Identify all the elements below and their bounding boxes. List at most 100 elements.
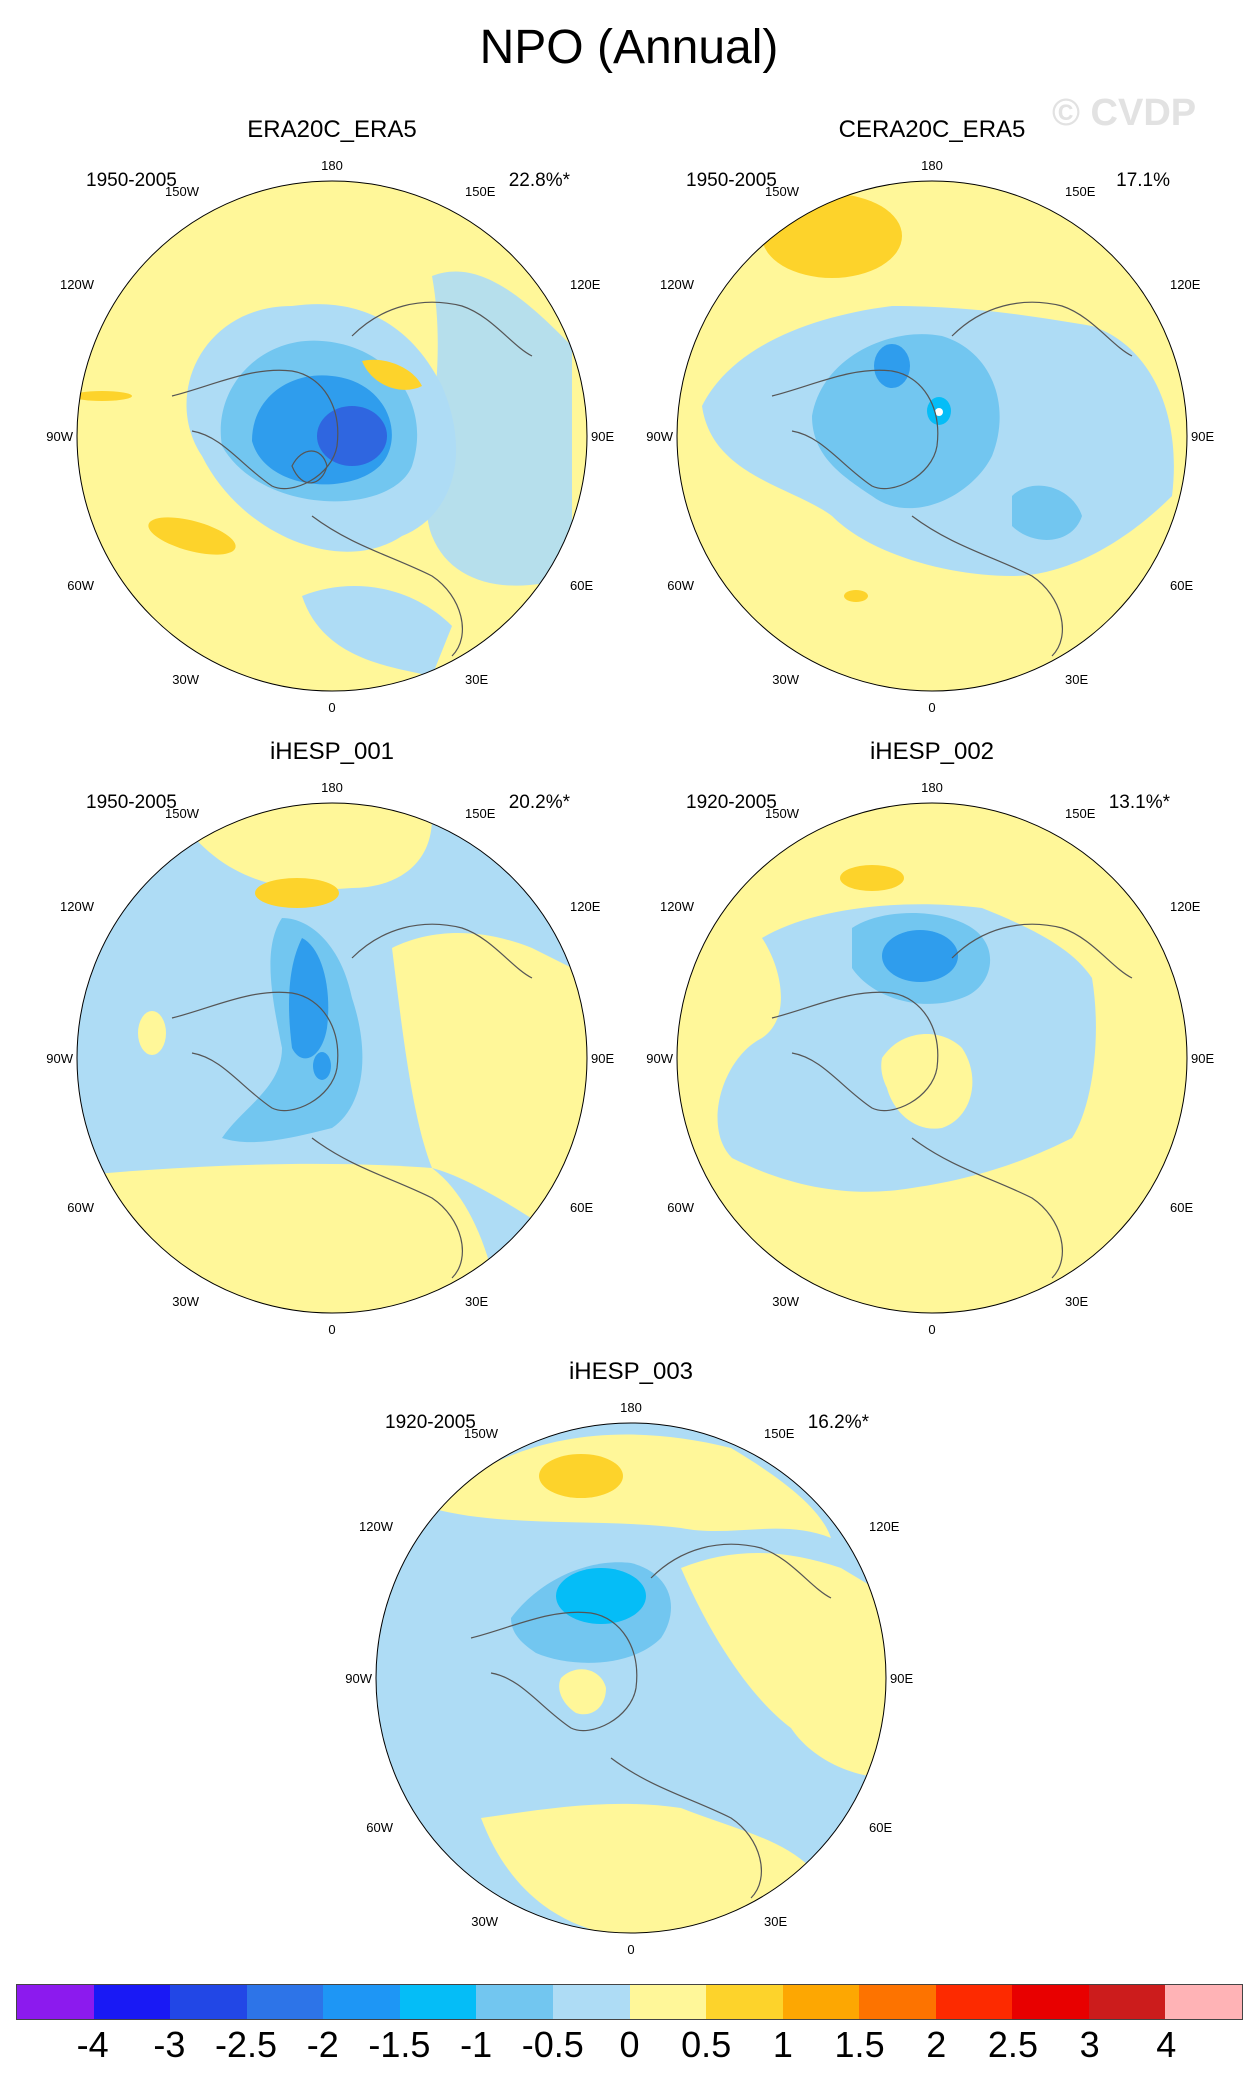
lon-label-120w: 120W [660, 899, 695, 914]
lon-label-120w: 120W [60, 899, 95, 914]
lon-label-0: 0 [627, 1942, 634, 1957]
panel-ihesp-002: iHESP_002 1920-2005 13.1%* 180 150W 150E… [646, 738, 1214, 1338]
colorbar-segment [935, 1985, 1013, 2019]
lon-label-180: 180 [321, 158, 343, 173]
colorbar-tick-label: 3 [1079, 2024, 1100, 2065]
panel-cera20c-era5: CERA20C_ERA5 1950-2005 17.1% 180 150W 15… [646, 116, 1214, 716]
polar-map: 180 150W 150E 120W 120E 90W 90E 60W 60E … [646, 158, 1214, 715]
lon-label-120e: 120E [1170, 277, 1201, 292]
colorbar-tick-label: -4 [76, 2024, 109, 2065]
colorbar-segment [170, 1985, 247, 2019]
lon-label-60e: 60E [1170, 1200, 1193, 1215]
colorbar-segment [399, 1985, 477, 2019]
lon-label-180: 180 [620, 1400, 642, 1415]
panel-percent: 17.1% [1116, 170, 1170, 191]
lon-label-90w: 90W [46, 1051, 73, 1066]
lon-label-90w: 90W [46, 429, 73, 444]
lon-label-150e: 150E [465, 184, 496, 199]
panel-era20c-era5: ERA20C_ERA5 1950-2005 22.8%* 180 150W 15… [46, 116, 614, 716]
polar-map: 180 150W 150E 120W 120E 90W 90E 60W 60E … [46, 158, 614, 715]
panel-years: 1950-2005 [86, 792, 177, 813]
lon-label-0: 0 [928, 1322, 935, 1337]
colorbar-tick-label: 0 [619, 2024, 640, 2065]
lon-label-30w: 30W [772, 1294, 799, 1309]
lon-label-150w: 150W [765, 184, 800, 199]
colorbar-segment [782, 1985, 860, 2019]
panel-percent: 13.1%* [1108, 792, 1170, 813]
colorbar-tick-label: -2 [306, 2024, 339, 2065]
colorbar-segment [17, 1985, 94, 2019]
watermark: © CVDP [1052, 92, 1197, 134]
colorbar-tick-label: 1 [772, 2024, 793, 2065]
polar-map: 180 150W 150E 120W 120E 90W 90E 60W 60E … [46, 780, 614, 1337]
colorbar-tick-label: 1.5 [834, 2024, 885, 2065]
colorbar-tick-label: 4 [1156, 2024, 1177, 2065]
panel-years: 1920-2005 [385, 1412, 476, 1433]
colorbar-tick-label: -0.5 [521, 2024, 584, 2065]
colorbar-segment [1012, 1985, 1089, 2019]
lon-label-30w: 30W [471, 1914, 498, 1929]
colorbar-tick-label: -3 [153, 2024, 186, 2065]
lon-label-90e: 90E [890, 1671, 913, 1686]
panel-ihesp-001: iHESP_001 1950-2005 20.2%* 180 150W 150E… [46, 738, 614, 1338]
figure-title: NPO (Annual) [479, 21, 779, 74]
polar-map: 180 150W 150E 120W 120E 90W 90E 60W 60E … [646, 780, 1214, 1337]
lon-label-90w: 90W [646, 1051, 673, 1066]
lon-label-120e: 120E [570, 899, 601, 914]
lon-label-30w: 30W [772, 672, 799, 687]
lon-label-150e: 150E [1065, 184, 1096, 199]
lon-label-90e: 90E [1191, 1051, 1214, 1066]
panel-ihesp-003: iHESP_003 1920-2005 16.2%* 180 150W 150E… [345, 1358, 913, 1958]
lon-label-30e: 30E [1065, 1294, 1088, 1309]
lon-label-180: 180 [321, 780, 343, 795]
lon-label-60e: 60E [570, 1200, 593, 1215]
lon-label-120w: 120W [660, 277, 695, 292]
lon-label-30e: 30E [465, 672, 488, 687]
panel-title: iHESP_003 [568, 1358, 694, 1385]
lon-label-90e: 90E [591, 1051, 614, 1066]
colorbar-segment [93, 1985, 171, 2019]
panel-title: iHESP_001 [269, 738, 395, 765]
colorbar-tick-label: -1 [460, 2024, 493, 2065]
lon-label-150w: 150W [165, 806, 200, 821]
colorbar-segment [246, 1985, 324, 2019]
panel-years: 1950-2005 [86, 170, 177, 191]
lon-label-150w: 150W [464, 1426, 499, 1441]
lon-label-120w: 120W [359, 1519, 394, 1534]
colorbar-segment [629, 1985, 707, 2019]
lon-label-0: 0 [928, 700, 935, 715]
lon-label-150w: 150W [765, 806, 800, 821]
lon-label-180: 180 [921, 780, 943, 795]
lon-label-60w: 60W [366, 1820, 393, 1835]
panel-years: 1920-2005 [686, 792, 777, 813]
lon-label-60e: 60E [570, 578, 593, 593]
lon-label-150e: 150E [764, 1426, 795, 1441]
colorbar-segment [706, 1985, 783, 2019]
lon-label-90e: 90E [1191, 429, 1214, 444]
lon-label-60e: 60E [1170, 578, 1193, 593]
lon-label-120e: 120E [1170, 899, 1201, 914]
lon-label-30e: 30E [1065, 672, 1088, 687]
lon-label-90e: 90E [591, 429, 614, 444]
colorbar-segment [1165, 1985, 1242, 2019]
panel-years: 1950-2005 [686, 170, 777, 191]
lon-label-90w: 90W [345, 1671, 372, 1686]
colorbar-segment [859, 1985, 936, 2019]
panel-title: CERA20C_ERA5 [838, 116, 1026, 143]
colorbar-tick-label: 2 [926, 2024, 947, 2065]
lon-label-150e: 150E [1065, 806, 1096, 821]
lon-label-30w: 30W [172, 1294, 199, 1309]
lon-label-0: 0 [328, 1322, 335, 1337]
lon-label-60w: 60W [667, 578, 694, 593]
panel-percent: 16.2%* [807, 1412, 869, 1433]
lon-label-60w: 60W [67, 578, 94, 593]
panel-title: ERA20C_ERA5 [247, 116, 417, 143]
polar-map: 180 150W 150E 120W 120E 90W 90E 60W 60E … [345, 1400, 913, 1957]
colorbar-segment [476, 1985, 553, 2019]
lon-label-150e: 150E [465, 806, 496, 821]
lon-label-120w: 120W [60, 277, 95, 292]
lon-label-30w: 30W [172, 672, 199, 687]
lon-label-180: 180 [921, 158, 943, 173]
panel-percent: 20.2%* [508, 792, 570, 813]
colorbar-ticks: -4 -3 -2.5 -2 -1.5 -1 -0.5 0 0.5 1 1.5 2 2.5 3 4 [0, 2024, 1258, 2070]
